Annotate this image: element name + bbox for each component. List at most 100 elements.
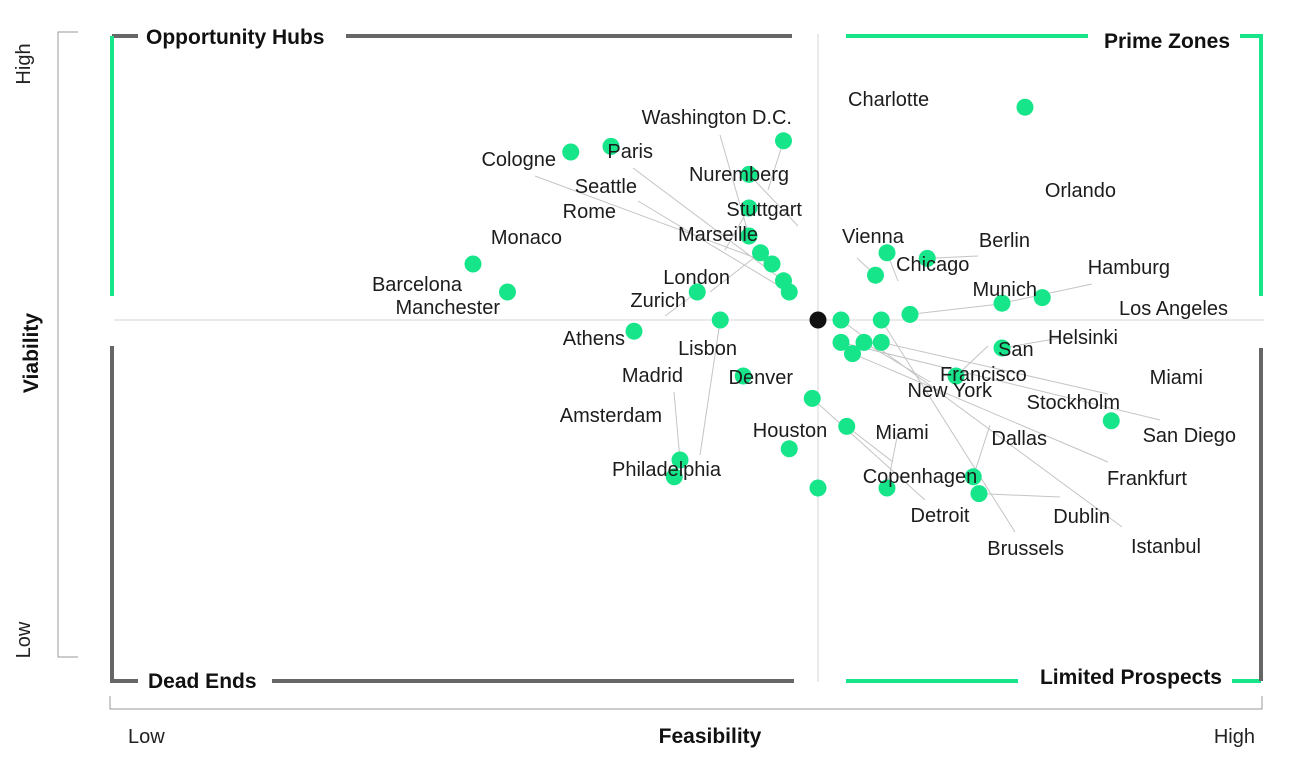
x-axis-bracket [109,696,1263,710]
label-stuttgart: Stuttgart [726,199,802,221]
point-stockholm [872,333,890,351]
x-axis-low-label: Low [128,726,165,748]
leader-line [978,493,1061,498]
leader-line [699,319,721,456]
quadrant-frames [110,34,1263,683]
leader-line [673,391,681,461]
data-points [464,98,1120,503]
leader-line [852,353,1109,463]
x-axis-high-label: High [1214,726,1255,748]
label-miami: Miami [875,422,928,444]
point-san-francisco [947,367,965,385]
label-san-diego: San Diego [1143,425,1236,447]
label-berlin: Berlin [979,230,1030,252]
label-rome: Rome [563,201,616,223]
leader-line [881,341,1109,395]
label-madrid: Madrid [622,365,683,387]
leader-line [709,252,761,293]
label-san-francisco: San Francisco [940,339,1034,386]
point-philadelphia [711,311,729,329]
point-orlando [1016,98,1034,116]
point-chicago [878,244,896,262]
point-brussels [872,311,890,329]
label-dublin: Dublin [1053,506,1110,528]
label-helsinki: Helsinki [1048,327,1118,349]
point-seattle [780,283,798,301]
point-los-angeles [1033,289,1051,307]
leader-line [909,303,1001,315]
leader-line [972,424,991,477]
quadrant-label-prime-zones: Prime Zones [1104,30,1230,53]
label-istanbul: Istanbul [1131,536,1201,558]
leader-line [811,398,926,501]
point-labels: Charlotte Washington D.C. Cologne Paris Nure… [372,89,1236,560]
label-detroit: Detroit [911,505,970,527]
point-berlin [918,249,936,267]
label-athens: Athens [563,328,625,350]
label-stockholm: Stockholm [1027,392,1120,414]
label-cologne: Cologne [481,149,556,171]
label-charlotte: Charlotte [848,89,929,111]
point-nuremberg [775,132,792,150]
center-point [809,311,827,329]
point-dublin [970,485,988,503]
point-rome [602,137,620,155]
label-denver: Denver [729,367,794,389]
y-axis-high-label: High [13,43,35,84]
point-manchester [499,283,516,301]
label-seattle: Seattle [575,176,637,198]
leader-line [748,174,799,227]
point-cologne [763,255,781,273]
label-london: London [663,267,730,289]
point-detroit [803,389,821,407]
label-los-angeles: Los Angeles [1119,298,1228,320]
point-dallas [964,468,982,486]
point-vienna [867,266,884,284]
leader-line [886,431,899,489]
y-axis-title: Viability [20,313,43,393]
quadrant-label-limited-prospects: Limited Prospects [1040,666,1222,689]
label-amsterdam: Amsterdam [560,405,662,427]
label-orlando: Orlando [1045,180,1116,202]
point-london [752,244,769,262]
label-nuremberg: Nuremberg [689,164,789,186]
y-axis-bracket [57,31,78,658]
point-denver [780,440,798,458]
label-munich: Munich [973,279,1037,301]
label-new-york: New York [908,380,993,402]
label-frankfurt: Frankfurt [1107,468,1187,490]
point-frankfurt [844,345,861,363]
label-chicago: Chicago [896,254,969,276]
point-monaco [562,143,580,161]
point-athens [625,322,643,340]
label-marseille: Marseille [678,224,758,246]
x-axis-title: Feasibility [659,725,762,748]
point-amsterdam [665,468,683,486]
leader-line [863,341,931,383]
label-manchester: Manchester [396,297,501,319]
point-miami [878,479,896,497]
leader-line [840,341,1161,421]
point-san-diego [832,333,850,351]
label-lisbon: Lisbon [678,338,737,360]
leader-line [880,319,1016,533]
label-monaco: Monaco [491,227,562,249]
y-axis-low-label: Low [13,621,35,658]
label-paris: Paris [607,141,653,163]
label-vienna: Vienna [842,226,905,248]
point-new-york [855,333,873,351]
point-washington-d-c [740,227,758,245]
quadrant-label-dead-ends: Dead Ends [148,670,257,693]
leader-line [719,134,750,237]
point-lisbon [734,367,752,385]
leader-lines [534,134,1161,533]
leader-line [1001,337,1061,349]
label-washington-d-c: Washington D.C. [642,107,792,129]
leader-line [632,167,784,282]
label-copenhagen: Copenhagen [863,466,978,488]
quadrant-label-opportunity-hubs: Opportunity Hubs [146,26,324,49]
label-houston: Houston [753,420,828,442]
point-hamburg [993,294,1011,312]
leader-line [767,140,784,191]
